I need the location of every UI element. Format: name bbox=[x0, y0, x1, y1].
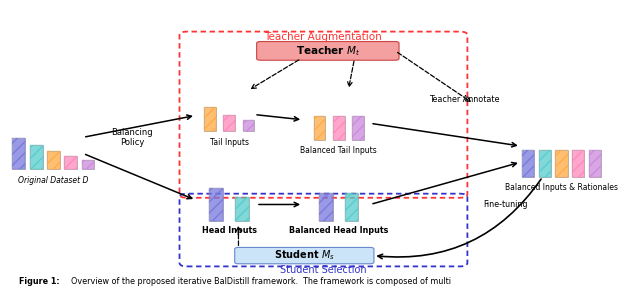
Text: Student $M_s$: Student $M_s$ bbox=[274, 249, 335, 263]
Bar bbox=[539, 150, 551, 177]
Bar bbox=[29, 145, 42, 170]
Bar bbox=[319, 193, 333, 221]
Bar bbox=[29, 145, 42, 170]
Bar bbox=[352, 116, 364, 140]
Bar bbox=[47, 151, 60, 170]
FancyBboxPatch shape bbox=[257, 41, 399, 60]
Bar bbox=[333, 116, 345, 140]
Text: Balanced Head Inputs: Balanced Head Inputs bbox=[289, 226, 388, 235]
Bar bbox=[204, 107, 216, 131]
Text: Head Inputs: Head Inputs bbox=[202, 226, 257, 235]
Bar bbox=[209, 188, 223, 221]
Text: Fine-tuning: Fine-tuning bbox=[483, 200, 527, 209]
Bar bbox=[572, 150, 584, 177]
Bar bbox=[12, 138, 25, 170]
Bar bbox=[522, 150, 534, 177]
Bar bbox=[314, 116, 325, 140]
Text: Original Dataset D: Original Dataset D bbox=[19, 176, 88, 185]
Bar bbox=[333, 116, 345, 140]
Bar bbox=[556, 150, 568, 177]
Text: Balancing
Policy: Balancing Policy bbox=[111, 128, 153, 147]
Bar bbox=[589, 150, 601, 177]
Bar bbox=[209, 188, 223, 221]
Bar bbox=[589, 150, 601, 177]
Text: Teacher Annotate: Teacher Annotate bbox=[429, 95, 499, 104]
Text: Overview of the proposed iterative BalDistill framework.  The framework is compo: Overview of the proposed iterative BalDi… bbox=[66, 277, 451, 286]
Bar bbox=[236, 197, 249, 221]
Bar bbox=[82, 160, 95, 170]
Bar bbox=[12, 138, 25, 170]
Text: Balanced Tail Inputs: Balanced Tail Inputs bbox=[300, 146, 377, 155]
Bar bbox=[556, 150, 568, 177]
Bar bbox=[319, 193, 333, 221]
Bar bbox=[345, 193, 358, 221]
Bar bbox=[314, 116, 325, 140]
Bar bbox=[352, 116, 364, 140]
Bar bbox=[223, 115, 235, 131]
Bar bbox=[345, 193, 358, 221]
Text: Teacher $M_t$: Teacher $M_t$ bbox=[296, 44, 360, 58]
Bar bbox=[65, 156, 77, 170]
Bar bbox=[236, 197, 249, 221]
Bar bbox=[243, 120, 254, 131]
Text: Balanced Inputs & Rationales: Balanced Inputs & Rationales bbox=[505, 183, 618, 192]
Bar bbox=[539, 150, 551, 177]
Bar bbox=[65, 156, 77, 170]
Text: Student Selection: Student Selection bbox=[280, 265, 367, 275]
FancyBboxPatch shape bbox=[235, 247, 374, 264]
Bar bbox=[204, 107, 216, 131]
Bar bbox=[572, 150, 584, 177]
Bar bbox=[82, 160, 95, 170]
Bar bbox=[47, 151, 60, 170]
Text: Figure 1:: Figure 1: bbox=[19, 277, 60, 286]
Bar bbox=[243, 120, 254, 131]
Bar bbox=[223, 115, 235, 131]
Text: Teacher Augmentation: Teacher Augmentation bbox=[264, 32, 382, 41]
Bar bbox=[522, 150, 534, 177]
Text: Tail Inputs: Tail Inputs bbox=[209, 138, 248, 147]
